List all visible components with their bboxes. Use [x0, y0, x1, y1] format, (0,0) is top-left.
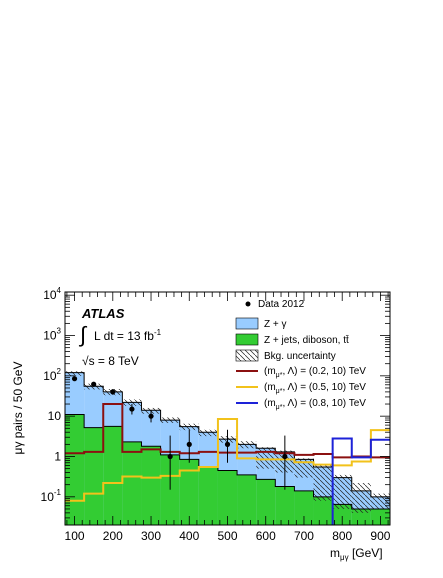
z-jets-bar: [332, 504, 352, 525]
energy-label: √s = 8 TeV: [82, 354, 139, 368]
data-point: [167, 453, 173, 460]
z-jets-bar: [217, 470, 238, 525]
legend-data-label: Data 2012: [258, 299, 305, 310]
y-tick-label: 1: [54, 449, 61, 463]
z-jets-bar: [275, 486, 295, 525]
axis-ticks: 100 200 300 400 500 600 700 800 900 10-1 1 10 102 103…: [41, 286, 391, 543]
z-jets-bar: [122, 441, 142, 525]
legend-z-gamma-label: Z + γ: [264, 319, 287, 330]
data-point: [110, 389, 116, 395]
z-jets-bar: [84, 427, 104, 525]
x-tick-label: 100: [65, 529, 85, 543]
data-point: [148, 413, 154, 419]
z-jets-bar: [103, 426, 123, 525]
x-tick-label: 500: [217, 529, 237, 543]
z-jets-bar: [294, 490, 314, 525]
data-point: [224, 441, 231, 447]
legend-uncertainty-swatch: [235, 349, 259, 362]
z-jets-bar: [351, 508, 371, 525]
data-point: [129, 406, 135, 412]
luminosity-exponent: -1: [154, 328, 162, 337]
uncertainty-band: [313, 465, 333, 501]
integral-sign: ∫: [78, 322, 88, 347]
y-tick-label: 102: [43, 367, 61, 383]
sqrt-sign: √: [82, 354, 89, 368]
z-jets-bar: [313, 496, 333, 525]
x-axis-title: mμγ [GeV]: [330, 546, 383, 562]
uncertainty-band: [65, 371, 85, 376]
legend-z-gamma-swatch: [235, 317, 259, 330]
z-jets-bar: [141, 446, 161, 525]
x-tick-label: 800: [332, 529, 352, 543]
luminosity-text: L dt = 13 fb: [94, 329, 154, 343]
y-axis-title: μγ pairs / 50 GeV: [11, 362, 25, 455]
z-jets-bar: [237, 474, 257, 525]
x-tick-label: 900: [370, 529, 390, 543]
y-tick-label: 10-1: [41, 488, 62, 504]
y-tick-label: 104: [43, 286, 61, 302]
uncertainty-band: [256, 447, 276, 469]
legend-z-jets-label: Z + jets, diboson, tt̄: [264, 334, 349, 346]
data-point: [282, 453, 288, 460]
uncertainty-band: [351, 483, 371, 513]
y-tick-label: 103: [43, 327, 61, 343]
data-point: [186, 441, 192, 447]
legend-data-marker: [245, 301, 251, 307]
legend-signal-2-label: (mμ*, Λ) = (0.5, 10) TeV: [264, 382, 366, 395]
luminosity-label: L dt = 13 fb-1: [94, 328, 162, 343]
x-axis-main: m: [330, 546, 340, 560]
uncertainty-band: [294, 458, 314, 478]
x-tick-label: 600: [256, 529, 276, 543]
uncertainty-band: [370, 493, 390, 509]
z-jets-bar: [160, 454, 180, 525]
legend-signal-3-label: (mμ*, Λ) = (0.8, 10) TeV: [264, 398, 366, 411]
x-tick-label: 200: [103, 529, 123, 543]
data-point: [71, 376, 78, 382]
uncertainty-band: [198, 429, 218, 437]
y-tick-label: 10: [48, 409, 62, 423]
z-jets-bar: [256, 479, 276, 525]
uncertainty-band: [332, 474, 352, 509]
x-axis-sub: μγ: [340, 553, 349, 562]
legend-z-jets-swatch: [235, 333, 259, 346]
x-tick-label: 400: [179, 529, 199, 543]
z-jets-bar: [198, 466, 218, 525]
x-tick-label: 700: [294, 529, 314, 543]
data-point: [91, 381, 97, 387]
z-jets-bar: [179, 459, 199, 525]
x-tick-label: 300: [141, 529, 161, 543]
legend-uncertainty-label: Bkg. uncertainty: [264, 351, 336, 362]
legend-signal-1-label: (mμ*, Λ) = (0.2, 10) TeV: [264, 366, 366, 379]
z-jets-bar: [65, 414, 85, 525]
energy-text: s = 8 TeV: [89, 354, 139, 368]
experiment-label: ATLAS: [81, 306, 125, 321]
plot-area: [65, 371, 390, 525]
legend: Data 2012 Z + γ Z + jets, diboson, tt̄ B…: [235, 299, 366, 411]
signal-line-3: [331, 437, 390, 525]
x-axis-unit: [GeV]: [349, 546, 383, 560]
